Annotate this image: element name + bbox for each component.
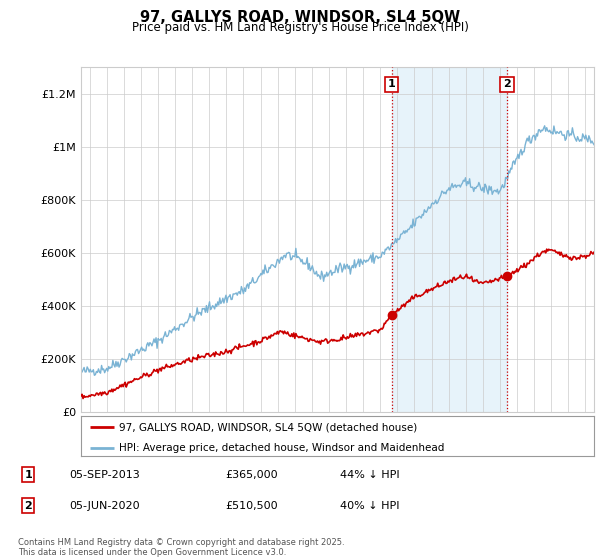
Text: 97, GALLYS ROAD, WINDSOR, SL4 5QW: 97, GALLYS ROAD, WINDSOR, SL4 5QW [140,10,460,25]
Text: 2: 2 [503,80,511,90]
Text: Price paid vs. HM Land Registry's House Price Index (HPI): Price paid vs. HM Land Registry's House … [131,21,469,34]
Text: 1: 1 [24,470,32,480]
Bar [392,67,507,412]
Text: 05-SEP-2013: 05-SEP-2013 [70,470,140,480]
Text: 44% ↓ HPI: 44% ↓ HPI [340,470,400,480]
Text: £510,500: £510,500 [225,501,278,511]
Text: Contains HM Land Registry data © Crown copyright and database right 2025.
This d: Contains HM Land Registry data © Crown c… [18,538,344,557]
Text: 2: 2 [24,501,32,511]
Text: 05-JUN-2020: 05-JUN-2020 [70,501,140,511]
Text: 1: 1 [388,80,395,90]
Text: 97, GALLYS ROAD, WINDSOR, SL4 5QW (detached house): 97, GALLYS ROAD, WINDSOR, SL4 5QW (detac… [119,422,418,432]
Text: HPI: Average price, detached house, Windsor and Maidenhead: HPI: Average price, detached house, Wind… [119,442,445,452]
Text: 40% ↓ HPI: 40% ↓ HPI [340,501,400,511]
Text: £365,000: £365,000 [225,470,278,480]
